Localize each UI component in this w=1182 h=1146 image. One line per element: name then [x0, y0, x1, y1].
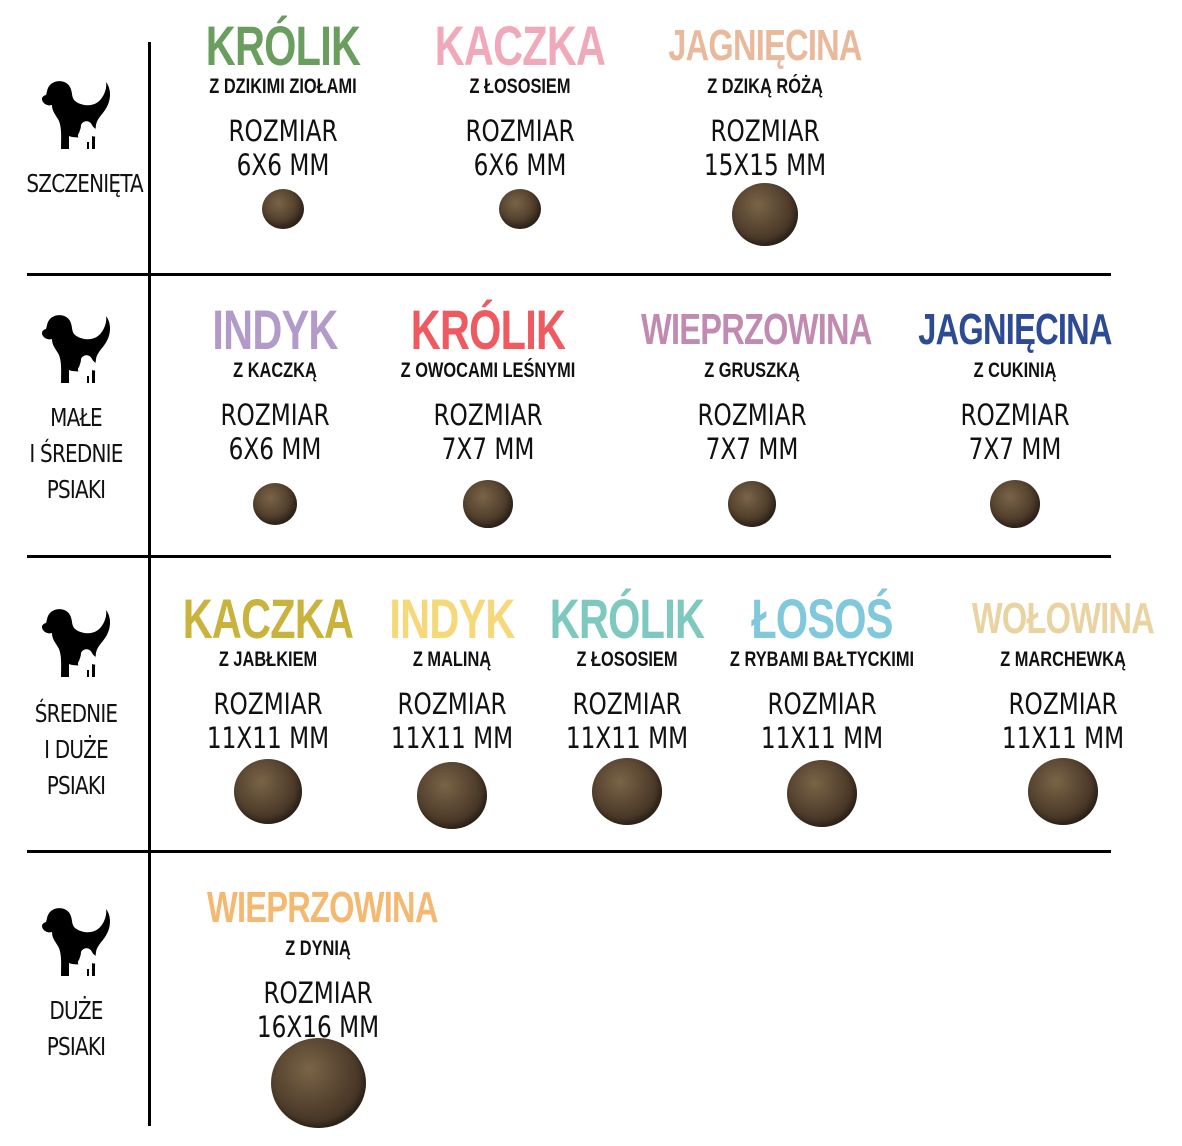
product-name: JAGNIĘCINA: [918, 305, 1112, 354]
product-item: WIEPRZOWINA Z GRUSZKĄ ROZMIAR 7X7 MM: [602, 302, 902, 466]
product-subtitle: Z MALINĄ: [412, 648, 492, 671]
size-label: ROZMIAR: [960, 398, 1070, 432]
size-value: 11X11 MM: [565, 721, 689, 755]
product-item: KACZKA Z ŁOSOSIEM ROZMIAR 6X6 MM: [370, 14, 670, 183]
product-name: KRÓLIK: [410, 298, 566, 361]
category-label-line: I ŚREDNIE: [29, 439, 123, 468]
dog-with-puppy-icon: [14, 312, 138, 392]
size-value: 15X15 MM: [703, 148, 827, 182]
row-divider: [27, 850, 1111, 853]
kibble-image: [592, 758, 662, 825]
product-item: WIEPRZOWINA Z DYNIĄ ROZMIAR 16X16 MM: [168, 880, 468, 1044]
product-item: KRÓLIK Z DZIKIMI ZIOŁAMI ROZMIAR 6X6 MM: [133, 14, 433, 183]
size-label: ROZMIAR: [697, 398, 807, 432]
size-value: 11X11 MM: [760, 721, 884, 755]
product-subtitle: Z DZIKIMI ZIOŁAMI: [209, 75, 357, 98]
dog-with-puppy-icon: [14, 905, 138, 985]
size-value: 11X11 MM: [390, 721, 514, 755]
product-subtitle: Z JABŁKIEM: [218, 648, 318, 671]
size-value: 7X7 MM: [441, 432, 535, 466]
category-label-line: ŚREDNIE: [34, 699, 118, 728]
row-divider: [27, 555, 1111, 558]
kibble-image: [990, 480, 1040, 528]
category-label-line: PSIAKI: [46, 771, 106, 800]
kibble-image: [417, 762, 487, 829]
size-label: ROZMIAR: [710, 114, 820, 148]
dog-with-puppy-icon: [14, 606, 138, 686]
product-item: JAGNIĘCINA Z DZIKĄ RÓŻĄ ROZMIAR 15X15 MM: [615, 18, 915, 182]
category-3: DUŻE PSIAKI: [14, 905, 138, 1065]
product-subtitle: Z ŁOSOSIEM: [469, 75, 571, 98]
product-subtitle: Z RYBAMI BAŁTYCKIMI: [729, 648, 915, 671]
product-item: KRÓLIK Z ŁOSOSIEM ROZMIAR 11X11 MM: [477, 587, 777, 756]
category-label-line: PSIAKI: [46, 475, 106, 504]
kibble-image: [499, 189, 541, 229]
row-divider: [27, 273, 1111, 276]
kibble-image: [732, 183, 798, 246]
product-subtitle: Z CUKINIĄ: [973, 359, 1057, 382]
product-name: KACZKA: [434, 14, 606, 77]
kibble-image: [1028, 758, 1098, 825]
product-name: WIEPRZOWINA: [207, 883, 438, 932]
size-value: 6X6 MM: [473, 148, 567, 182]
product-name: KRÓLIK: [205, 14, 361, 77]
category-label-line: DUŻE: [49, 996, 103, 1025]
kibble-image: [463, 480, 513, 528]
kibble-image: [787, 760, 857, 827]
size-label: ROZMIAR: [213, 687, 323, 721]
product-item: KACZKA Z JABŁKIEM ROZMIAR 11X11 MM: [118, 587, 418, 756]
product-subtitle: Z GRUSZKĄ: [704, 359, 800, 382]
kibble-image: [234, 759, 302, 824]
product-subtitle: Z ŁOSOSIEM: [576, 648, 678, 671]
kibble-image: [253, 483, 297, 525]
product-item: WOŁOWINA Z MARCHEWKĄ ROZMIAR 11X11 MM: [913, 591, 1182, 755]
product-name: KACZKA: [182, 587, 354, 650]
product-subtitle: Z OWOCAMI LEŚNYMI: [400, 359, 576, 382]
product-item: INDYK Z KACZKĄ ROZMIAR 6X6 MM: [125, 298, 425, 467]
product-item: KRÓLIK Z OWOCAMI LEŚNYMI ROZMIAR 7X7 MM: [338, 298, 638, 467]
product-item: JAGNIĘCINA Z CUKINIĄ ROZMIAR 7X7 MM: [865, 302, 1165, 466]
size-value: 11X11 MM: [206, 721, 330, 755]
dog-with-puppy-icon: [14, 78, 138, 158]
size-label: ROZMIAR: [220, 398, 330, 432]
product-item: ŁOSOŚ Z RYBAMI BAŁTYCKIMI ROZMIAR 11X11 MM: [672, 587, 972, 756]
kibble-image: [270, 1037, 366, 1128]
product-name: INDYK: [212, 298, 338, 361]
product-name: WOŁOWINA: [971, 594, 1155, 643]
size-label: ROZMIAR: [572, 687, 682, 721]
size-value: 7X7 MM: [705, 432, 799, 466]
size-label: ROZMIAR: [433, 398, 543, 432]
product-name: ŁOSOŚ: [751, 587, 893, 650]
size-label: ROZMIAR: [228, 114, 338, 148]
product-subtitle: Z KACZKĄ: [233, 359, 317, 382]
category-0: SZCZENIĘTA: [14, 78, 144, 202]
category-label-line: MAŁE: [50, 403, 102, 432]
size-value: 6X6 MM: [228, 432, 322, 466]
product-subtitle: Z MARCHEWKĄ: [1000, 648, 1126, 671]
product-name: KRÓLIK: [549, 587, 705, 650]
category-label-line: PSIAKI: [46, 1032, 106, 1061]
product-subtitle: Z DZIKĄ RÓŻĄ: [707, 75, 823, 98]
size-value: 7X7 MM: [968, 432, 1062, 466]
product-name: INDYK: [389, 587, 515, 650]
size-label: ROZMIAR: [767, 687, 877, 721]
vertical-divider: [148, 42, 151, 1126]
category-2: ŚREDNIE I DUŻE PSIAKI: [14, 606, 138, 804]
category-label-line: SZCZENIĘTA: [26, 169, 143, 198]
product-name: WIEPRZOWINA: [641, 305, 872, 354]
size-label: ROZMIAR: [397, 687, 507, 721]
size-value: 11X11 MM: [1001, 721, 1125, 755]
category-1: MAŁE I ŚREDNIE PSIAKI: [14, 312, 138, 508]
size-label: ROZMIAR: [465, 114, 575, 148]
size-label: ROZMIAR: [263, 976, 373, 1010]
kibble-image: [262, 189, 304, 229]
product-item: INDYK Z MALINĄ ROZMIAR 11X11 MM: [302, 587, 602, 756]
category-label-line: I DUŻE: [44, 735, 109, 764]
size-label: ROZMIAR: [1008, 687, 1118, 721]
product-subtitle: Z DYNIĄ: [285, 937, 351, 960]
product-name: JAGNIĘCINA: [668, 21, 862, 70]
kibble-image: [728, 481, 776, 527]
size-value: 6X6 MM: [236, 148, 330, 182]
